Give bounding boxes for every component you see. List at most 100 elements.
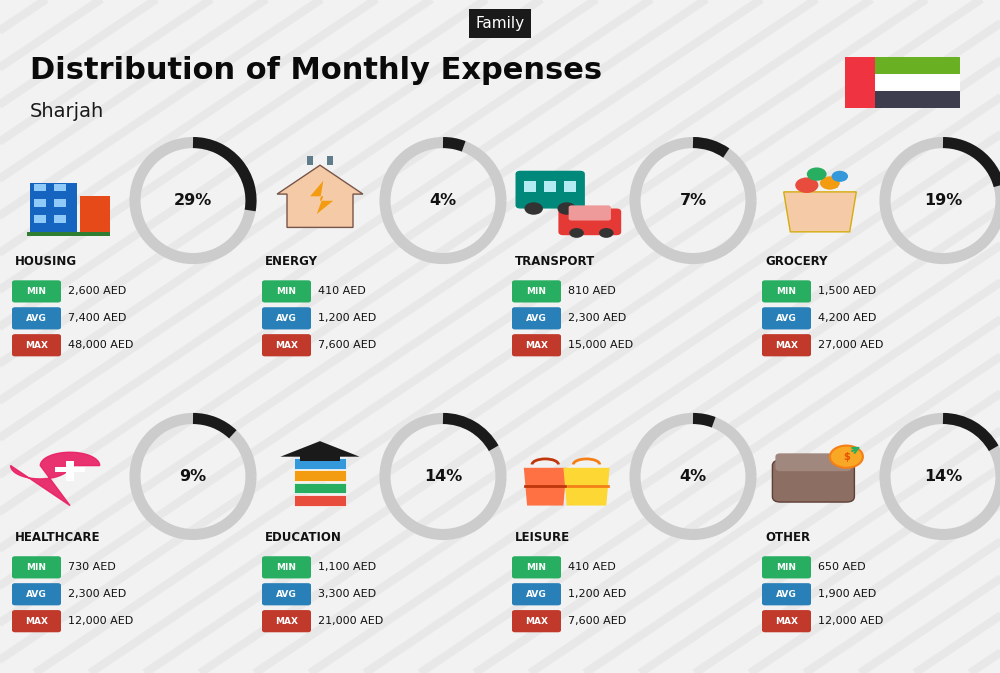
Polygon shape — [310, 181, 333, 214]
FancyBboxPatch shape — [34, 199, 46, 207]
Text: AVG: AVG — [276, 314, 297, 323]
Circle shape — [807, 168, 827, 181]
FancyBboxPatch shape — [558, 209, 621, 235]
FancyBboxPatch shape — [569, 205, 611, 221]
FancyBboxPatch shape — [12, 583, 61, 606]
Text: MIN: MIN — [526, 287, 546, 296]
Text: 2,600 AED: 2,600 AED — [68, 287, 126, 296]
Text: 1,200 AED: 1,200 AED — [568, 590, 626, 599]
FancyBboxPatch shape — [875, 57, 960, 74]
FancyBboxPatch shape — [54, 199, 66, 207]
Text: MIN: MIN — [776, 287, 796, 296]
Text: 29%: 29% — [174, 193, 212, 208]
Circle shape — [599, 228, 614, 238]
FancyBboxPatch shape — [294, 495, 346, 505]
FancyBboxPatch shape — [544, 181, 556, 192]
FancyBboxPatch shape — [262, 280, 311, 302]
Polygon shape — [11, 452, 100, 505]
Text: 27,000 AED: 27,000 AED — [818, 341, 883, 350]
FancyBboxPatch shape — [12, 556, 61, 578]
Text: MAX: MAX — [275, 341, 298, 350]
Circle shape — [832, 171, 848, 182]
Circle shape — [820, 176, 840, 190]
Text: AVG: AVG — [26, 314, 47, 323]
Text: EDUCATION: EDUCATION — [265, 530, 342, 544]
Text: TRANSPORT: TRANSPORT — [515, 254, 595, 268]
Text: 14%: 14% — [924, 469, 962, 484]
FancyBboxPatch shape — [12, 307, 61, 330]
FancyBboxPatch shape — [564, 181, 576, 192]
Text: OTHER: OTHER — [765, 530, 810, 544]
FancyBboxPatch shape — [512, 556, 561, 578]
Text: ENERGY: ENERGY — [265, 254, 318, 268]
Text: AVG: AVG — [526, 590, 547, 599]
Text: 1,900 AED: 1,900 AED — [818, 590, 876, 599]
FancyBboxPatch shape — [524, 181, 536, 192]
FancyBboxPatch shape — [30, 183, 77, 232]
FancyBboxPatch shape — [294, 470, 346, 481]
Text: Distribution of Monthly Expenses: Distribution of Monthly Expenses — [30, 56, 602, 85]
FancyBboxPatch shape — [262, 583, 311, 606]
Text: 3,300 AED: 3,300 AED — [318, 590, 376, 599]
FancyBboxPatch shape — [875, 74, 960, 91]
Text: 4%: 4% — [679, 469, 707, 484]
Text: MAX: MAX — [775, 341, 798, 350]
Text: MIN: MIN — [526, 563, 546, 572]
Polygon shape — [563, 468, 610, 505]
Text: 1,200 AED: 1,200 AED — [318, 314, 376, 323]
FancyBboxPatch shape — [294, 483, 346, 493]
Text: MAX: MAX — [25, 341, 48, 350]
Text: 14%: 14% — [424, 469, 462, 484]
Text: 12,000 AED: 12,000 AED — [68, 616, 133, 626]
FancyBboxPatch shape — [762, 280, 811, 302]
Text: MAX: MAX — [775, 616, 798, 626]
FancyBboxPatch shape — [300, 456, 340, 461]
Text: 810 AED: 810 AED — [568, 287, 616, 296]
Polygon shape — [784, 192, 856, 232]
FancyBboxPatch shape — [262, 334, 311, 357]
FancyBboxPatch shape — [307, 156, 313, 165]
Text: Sharjah: Sharjah — [30, 102, 104, 120]
Text: LEISURE: LEISURE — [515, 530, 570, 544]
FancyBboxPatch shape — [512, 307, 561, 330]
Text: 1,500 AED: 1,500 AED — [818, 287, 876, 296]
Text: AVG: AVG — [276, 590, 297, 599]
Text: MAX: MAX — [275, 616, 298, 626]
FancyBboxPatch shape — [66, 461, 74, 481]
FancyBboxPatch shape — [762, 583, 811, 606]
FancyBboxPatch shape — [762, 610, 811, 633]
Text: 15,000 AED: 15,000 AED — [568, 341, 633, 350]
Text: 410 AED: 410 AED — [318, 287, 366, 296]
Text: MIN: MIN — [776, 563, 796, 572]
Text: $: $ — [843, 452, 850, 462]
FancyBboxPatch shape — [34, 184, 46, 191]
Text: 650 AED: 650 AED — [818, 563, 866, 572]
FancyBboxPatch shape — [262, 307, 311, 330]
FancyBboxPatch shape — [512, 334, 561, 357]
Polygon shape — [277, 165, 363, 227]
Text: 7,600 AED: 7,600 AED — [568, 616, 626, 626]
Text: 2,300 AED: 2,300 AED — [68, 590, 126, 599]
FancyBboxPatch shape — [55, 467, 85, 472]
Circle shape — [795, 178, 818, 193]
Polygon shape — [280, 441, 360, 457]
Text: 12,000 AED: 12,000 AED — [818, 616, 883, 626]
FancyBboxPatch shape — [327, 156, 333, 165]
Text: 730 AED: 730 AED — [68, 563, 116, 572]
Text: 1,100 AED: 1,100 AED — [318, 563, 376, 572]
FancyBboxPatch shape — [27, 232, 110, 236]
Text: AVG: AVG — [776, 314, 797, 323]
FancyBboxPatch shape — [516, 171, 585, 209]
FancyBboxPatch shape — [762, 334, 811, 357]
FancyBboxPatch shape — [875, 91, 960, 108]
FancyBboxPatch shape — [12, 610, 61, 633]
Text: MIN: MIN — [277, 563, 297, 572]
FancyBboxPatch shape — [294, 458, 346, 469]
Text: MIN: MIN — [26, 563, 46, 572]
Text: MIN: MIN — [26, 287, 46, 296]
Text: 21,000 AED: 21,000 AED — [318, 616, 383, 626]
FancyBboxPatch shape — [54, 184, 66, 191]
Text: MAX: MAX — [525, 341, 548, 350]
Text: 4%: 4% — [429, 193, 457, 208]
FancyBboxPatch shape — [262, 556, 311, 578]
